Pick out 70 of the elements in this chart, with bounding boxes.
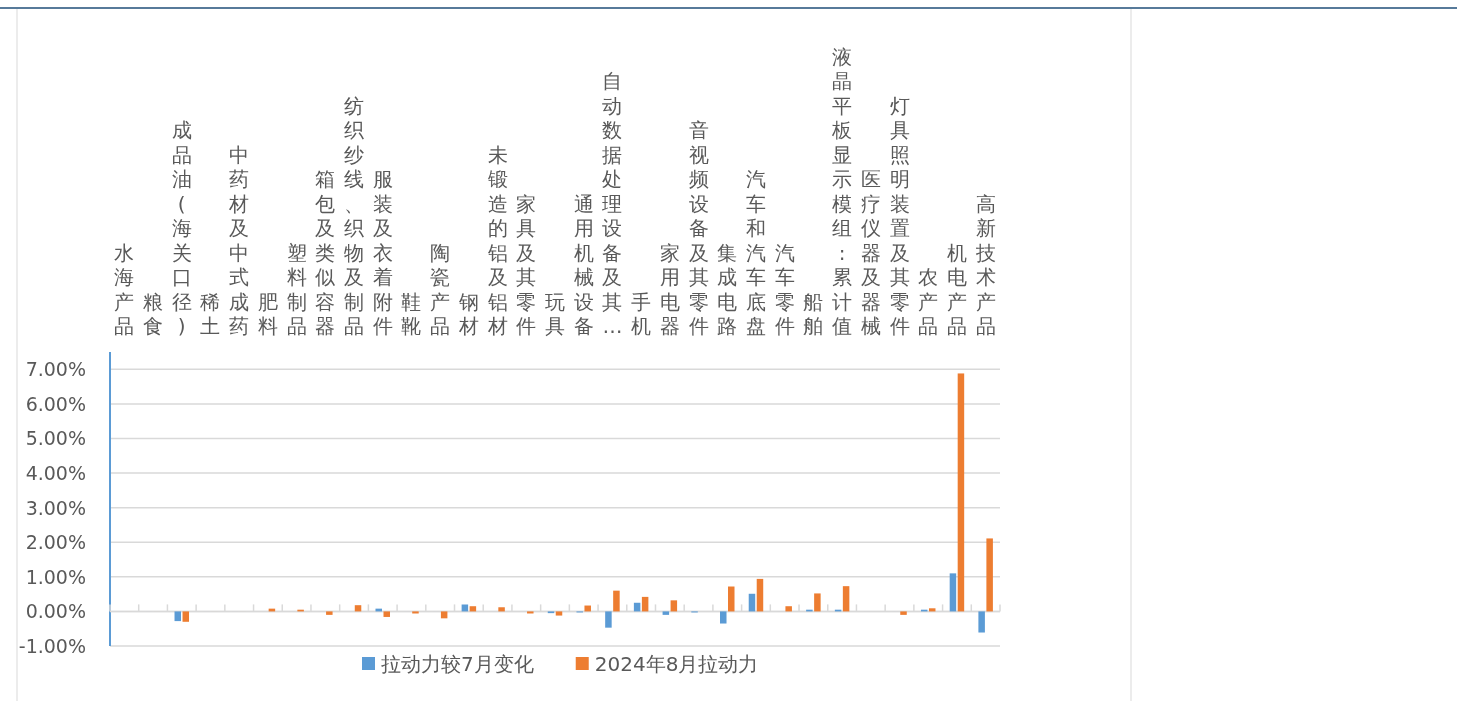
bar	[412, 611, 419, 614]
y-tick-label: 2.00%	[25, 531, 86, 554]
x-tick-label: 医疗仪器及器械	[860, 167, 881, 338]
bar	[584, 605, 591, 612]
x-tick-label: 稀土	[200, 289, 221, 338]
bar	[326, 611, 333, 615]
x-tick-label: 塑料制品	[286, 240, 307, 338]
category-label: 纺织纱线、织物及制品	[344, 93, 365, 338]
x-tick-label: 钢材	[457, 289, 479, 338]
x-tick-label: 肥料	[257, 289, 278, 338]
x-tick-label: 高新技术产品	[974, 191, 996, 338]
x-tick-label: 通用机械设备	[573, 191, 594, 338]
x-tick-label: 船舶	[803, 289, 824, 338]
x-tick-label: 陶瓷产品	[430, 240, 451, 338]
y-tick-label: 3.00%	[25, 496, 86, 519]
y-tick-label: 6.00%	[25, 392, 86, 415]
bar	[605, 611, 612, 628]
bar	[785, 606, 792, 612]
category-label: 自动数据处理设备及其…	[602, 69, 623, 338]
y-tick-label: 7.00%	[25, 358, 86, 381]
bar	[978, 611, 985, 633]
x-tick-label: 玩具	[545, 289, 565, 338]
x-tick-label: 汽车和汽车底盘	[745, 167, 766, 338]
x-tick-label: 粮食	[143, 289, 164, 338]
bar	[900, 611, 907, 615]
x-tick-label: 中药材及中式成药	[228, 142, 250, 338]
x-tick-label: 手机	[631, 289, 652, 338]
bar	[720, 611, 727, 624]
x-tick-label: 鞋靴	[401, 289, 422, 338]
bar	[527, 611, 534, 614]
bar	[928, 608, 936, 612]
bar	[182, 611, 190, 622]
bar	[383, 611, 390, 617]
x-tick-label: 集成电路	[717, 240, 738, 338]
bar	[728, 586, 735, 612]
category-label: 音视频设备及其零件	[688, 118, 709, 338]
y-tick-label: 4.00%	[25, 462, 86, 485]
x-tick-label: 农产品	[918, 265, 939, 338]
bar	[555, 611, 563, 616]
x-tick-label: 箱包及类似容器	[315, 167, 336, 338]
category-label: 灯具照明装置及其零件	[889, 93, 910, 338]
bar	[440, 611, 448, 619]
x-tick-label: 家用电器	[659, 240, 680, 338]
bar	[662, 611, 670, 615]
x-tick-label: 汽车零件	[774, 240, 795, 338]
bar	[498, 607, 505, 612]
bar	[957, 373, 965, 612]
bar	[949, 573, 957, 612]
bar	[842, 586, 850, 612]
y-tick-label: 1.00%	[25, 565, 86, 588]
x-tick-label: 机电产品	[946, 240, 967, 338]
bar	[814, 593, 821, 612]
bar	[174, 611, 182, 622]
bar	[756, 578, 764, 612]
bar	[613, 590, 620, 612]
x-tick-label: 水海产品	[114, 240, 135, 338]
category-label: 液晶平板显示模组:累计值	[832, 44, 853, 338]
y-tick-label: -1.00%	[18, 635, 86, 657]
x-tick-label: 未锻造的铝及铝材	[486, 142, 508, 338]
category-label: 成品油(海关口径)	[171, 118, 192, 338]
x-tick-label: 服装及衣着附件	[372, 167, 393, 338]
y-tick-label: 0.00%	[25, 600, 86, 623]
y-tick-label: 5.00%	[25, 427, 86, 450]
bar	[670, 600, 678, 612]
bar	[354, 605, 362, 612]
legend-label: 拉动力较7月变化	[381, 652, 534, 676]
legend-label: 2024年8月拉动力	[594, 652, 759, 676]
bar	[986, 538, 993, 612]
bar	[461, 604, 469, 612]
x-tick-label: 家具及其零件	[516, 191, 537, 338]
